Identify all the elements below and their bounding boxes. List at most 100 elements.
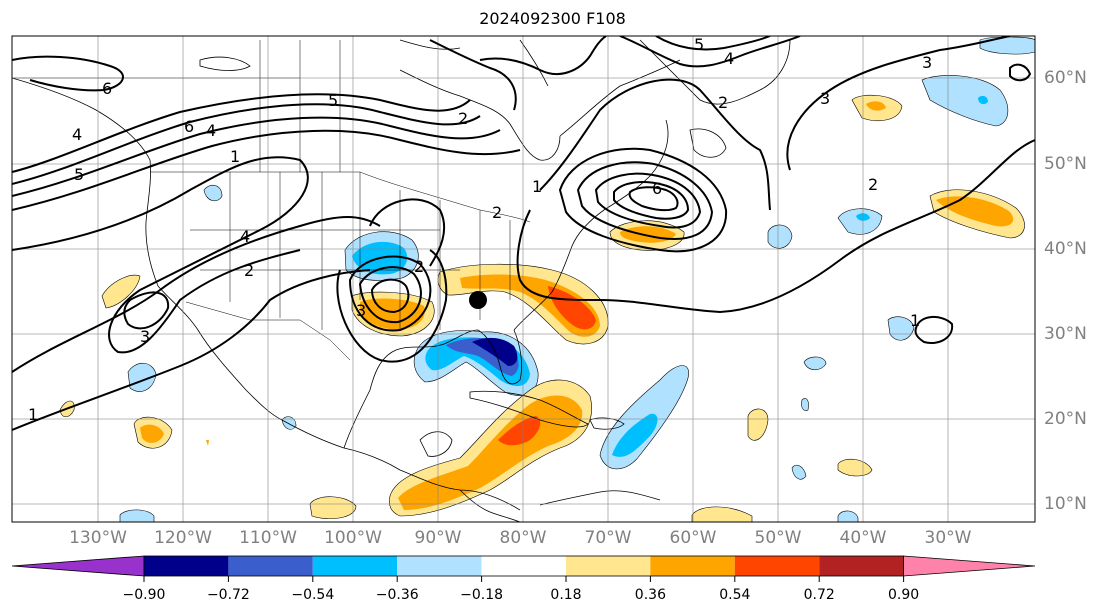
contour-label: 4 [72, 125, 82, 144]
contour-label: 1 [28, 405, 38, 424]
central-america [459, 489, 521, 522]
yucatan [419, 431, 453, 457]
colorbar-segment [566, 556, 651, 576]
lat-label: 30°N [1044, 324, 1087, 344]
contour-line [12, 103, 481, 185]
lat-label: 20°N [1044, 409, 1087, 429]
contour-line [12, 156, 309, 354]
mexico-coast [281, 419, 521, 511]
colorbar-segment [144, 556, 229, 576]
black-dot-icon [469, 291, 487, 309]
lon-label: 90°W [414, 528, 462, 548]
arctic-islands [199, 56, 251, 71]
contour-label: 4 [240, 227, 250, 246]
contour-line [12, 129, 521, 211]
contour-label: 2 [458, 109, 468, 128]
contour-label: 5 [328, 91, 338, 110]
colorbar [11, 555, 1036, 582]
lon-label: 30°W [924, 528, 972, 548]
contour-label: 5 [694, 35, 704, 54]
contour-label: 3 [356, 301, 366, 320]
contour-line [613, 181, 690, 220]
colorbar-tick-label: −0.36 [375, 587, 419, 603]
colorbar-segment [819, 556, 904, 576]
contour-line [12, 93, 471, 173]
contour-label: 2 [718, 93, 728, 112]
north-america-west-coast [12, 77, 283, 421]
colorbar-tick-label: 0.54 [719, 587, 751, 603]
lon-label: 70°W [584, 528, 632, 548]
cuba [469, 390, 589, 428]
contour-label: 1 [910, 311, 920, 330]
hispaniola [589, 417, 625, 430]
contour-line [348, 255, 432, 332]
coastline-layer [12, 39, 791, 522]
contour-line [1009, 63, 1032, 82]
contour-line [516, 139, 1035, 314]
contour-line [370, 278, 410, 314]
contour-label: 2 [244, 261, 254, 280]
contour-line [628, 186, 679, 212]
map-title: 2024092300 F108 [479, 9, 626, 28]
contour-label: 3 [140, 327, 150, 346]
contour-line [12, 269, 371, 431]
colorbar-segment [228, 556, 313, 576]
border-layer [12, 40, 531, 361]
lon-label: 120°W [154, 528, 212, 548]
contour-layer [12, 36, 1035, 431]
contour-line [558, 147, 728, 253]
greenland [639, 39, 791, 105]
contour-line [12, 55, 124, 92]
contour-label: 1 [532, 177, 542, 196]
contour-label: 3 [922, 53, 932, 72]
labrador [559, 59, 681, 137]
lon-label: 110°W [239, 528, 297, 548]
contour-line [594, 172, 702, 229]
colorbar-tick-label: −0.18 [460, 587, 504, 603]
colorbar-extend-high [903, 555, 1036, 577]
hudson-bay [399, 69, 561, 161]
contour-line [655, 36, 771, 51]
lon-label: 50°W [754, 528, 802, 548]
colorbar-tick-label: 0.36 [634, 587, 666, 603]
lat-label: 40°N [1044, 239, 1087, 259]
contour-label: 2 [492, 203, 502, 222]
us-canada-border [150, 171, 531, 223]
contour-line [786, 36, 1011, 171]
contour-label: 4 [206, 121, 216, 140]
anomaly-fill-layer [59, 36, 1035, 522]
lat-label: 50°N [1044, 154, 1087, 174]
contour-line [576, 161, 714, 240]
contour-label: 4 [724, 49, 734, 68]
contour-line [369, 198, 446, 267]
contour-line [619, 36, 801, 68]
contour-label: 6 [102, 79, 112, 98]
graticule [12, 36, 1035, 522]
colorbar-tick-label: 0.72 [803, 587, 835, 603]
contour-line [336, 249, 448, 363]
south-america-coast [539, 490, 661, 506]
colorbar-segment [481, 556, 566, 576]
colorbar-tick-label: 0.90 [888, 587, 920, 603]
contour-label: 6 [652, 179, 662, 198]
contour-label: 5 [74, 165, 84, 184]
lon-label: 100°W [324, 528, 382, 548]
colorbar-tick-label: −0.90 [122, 587, 166, 603]
map-frame [11, 35, 1036, 523]
contour-line [429, 39, 517, 111]
us-mexico-border [185, 301, 351, 361]
contour-line [539, 78, 771, 211]
colorbar-segment [397, 556, 482, 576]
lon-label: 130°W [69, 528, 127, 548]
gulf-coast [343, 329, 522, 449]
contour-label: 2 [414, 257, 424, 276]
colorbar-tick-label: 0.18 [550, 587, 582, 603]
contour-label: 3 [820, 89, 830, 108]
colorbar-tick-label: −0.72 [206, 587, 250, 603]
colorbar-segment [734, 556, 820, 576]
contour-line [12, 216, 381, 373]
contour-label: 2 [868, 175, 878, 194]
lat-label: 60°N [1044, 68, 1087, 88]
contour-label-layer: 6 4 1 5 4 6 5 3 2 4 2 2 2 1 3 5 4 6 3 2 … [28, 35, 932, 424]
contour-line [479, 36, 607, 75]
